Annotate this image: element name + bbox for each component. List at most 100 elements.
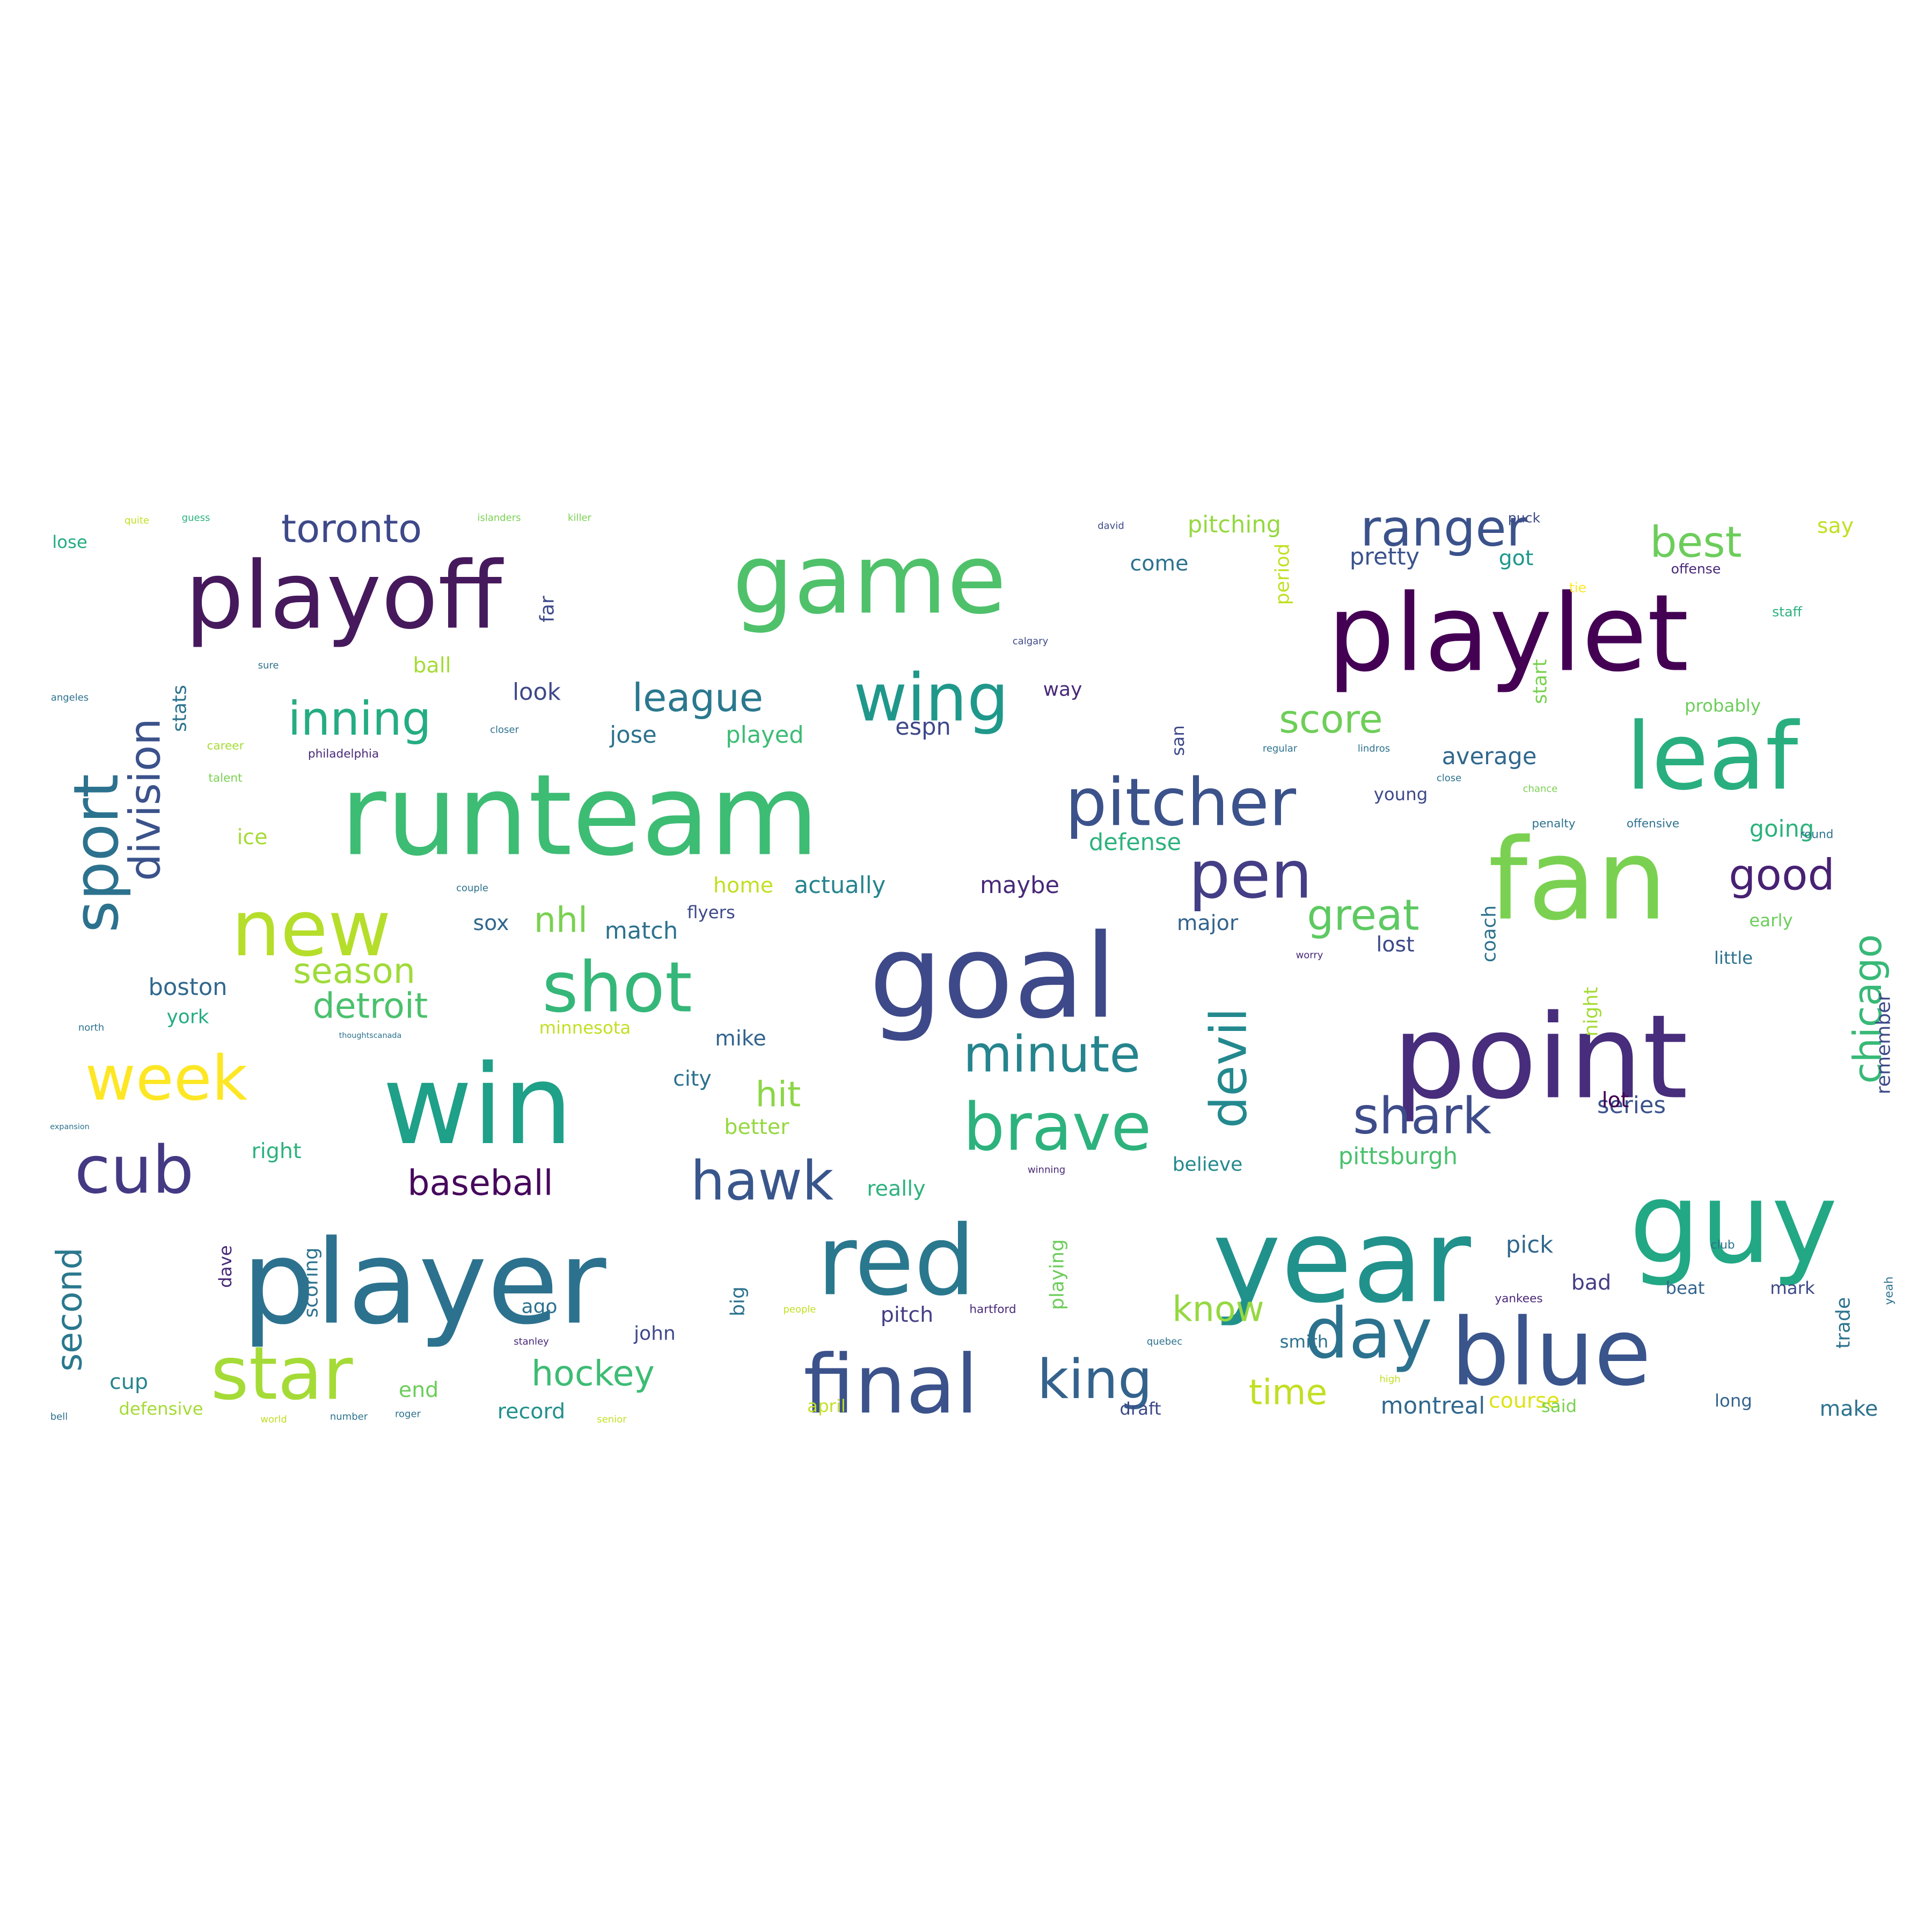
- word-couple: couple: [456, 883, 488, 894]
- word-series: series: [1597, 1092, 1666, 1119]
- word-roger: roger: [395, 1409, 421, 1420]
- word-winning: winning: [1028, 1165, 1065, 1176]
- word-smith: smith: [1280, 1331, 1329, 1352]
- word-average: average: [1442, 743, 1537, 770]
- word-league: league: [632, 675, 763, 720]
- word-pitching: pitching: [1188, 511, 1281, 538]
- word-playing: playing: [1046, 1239, 1069, 1310]
- word-senior: senior: [597, 1414, 627, 1425]
- word-right: right: [252, 1139, 302, 1163]
- word-guy: guy: [1629, 1159, 1838, 1289]
- word-john: john: [633, 1323, 676, 1345]
- word-look: look: [513, 679, 561, 706]
- word-minute: minute: [963, 1026, 1140, 1084]
- word-runteam: runteam: [340, 751, 819, 881]
- word-pretty: pretty: [1350, 544, 1419, 570]
- word-worry: worry: [1296, 950, 1323, 961]
- word-game: game: [733, 524, 1007, 636]
- word-ranger: ranger: [1360, 500, 1527, 558]
- word-got: got: [1499, 546, 1534, 570]
- word-goal: goal: [869, 910, 1117, 1044]
- word-start: start: [1529, 659, 1552, 704]
- word-make: make: [1820, 1396, 1878, 1421]
- word-tie: tie: [1569, 580, 1586, 596]
- word-probably: probably: [1685, 696, 1761, 716]
- word-angeles: angeles: [51, 692, 89, 704]
- word-great: great: [1307, 890, 1419, 940]
- word-red: red: [817, 1205, 975, 1318]
- word-world: world: [260, 1414, 287, 1425]
- word-number: number: [330, 1411, 368, 1423]
- word-hockey: hockey: [531, 1354, 655, 1394]
- word-philadelphia: philadelphia: [308, 748, 379, 761]
- word-stanley: stanley: [514, 1336, 549, 1348]
- word-better: better: [724, 1115, 789, 1139]
- word-close: close: [1437, 773, 1461, 784]
- word-played: played: [726, 722, 803, 749]
- word-beat: beat: [1665, 1278, 1704, 1298]
- word-home: home: [713, 873, 773, 898]
- word-playoff: playoff: [185, 542, 504, 650]
- word-period: period: [1272, 544, 1294, 605]
- word-ice: ice: [237, 825, 267, 850]
- word-inning: inning: [288, 692, 431, 746]
- word-pittsburgh: pittsburgh: [1338, 1143, 1458, 1170]
- word-big: big: [727, 1286, 749, 1316]
- word-new: new: [231, 883, 391, 974]
- word-chance: chance: [1523, 784, 1558, 795]
- word-april: april: [807, 1396, 846, 1416]
- word-division: division: [120, 718, 170, 881]
- word-baseball: baseball: [407, 1163, 553, 1204]
- word-young: young: [1374, 784, 1428, 804]
- word-regular: regular: [1263, 743, 1298, 755]
- word-draft: draft: [1119, 1399, 1161, 1419]
- word-player: player: [241, 1216, 606, 1350]
- word-fan: fan: [1488, 815, 1667, 946]
- word-wing: wing: [853, 660, 1008, 736]
- word-shot: shot: [542, 947, 692, 1028]
- word-match: match: [605, 918, 678, 945]
- word-espn: espn: [895, 714, 951, 741]
- word-hit: hit: [756, 1075, 801, 1115]
- word-club: club: [1710, 1239, 1735, 1252]
- word-closer: closer: [490, 724, 519, 736]
- word-jose: jose: [609, 722, 657, 749]
- word-minnesota: minnesota: [539, 1018, 631, 1038]
- word-guess: guess: [182, 513, 210, 524]
- word-leaf: leaf: [1626, 703, 1800, 811]
- word-season: season: [293, 952, 415, 992]
- word-little: little: [1714, 948, 1753, 968]
- word-mark: mark: [1770, 1278, 1815, 1298]
- word-night: night: [1580, 987, 1602, 1037]
- word-pick: pick: [1506, 1232, 1553, 1258]
- word-point: point: [1393, 990, 1688, 1125]
- word-win: win: [383, 1042, 573, 1169]
- word-second: second: [50, 1247, 90, 1371]
- word-king: king: [1037, 1348, 1152, 1411]
- word-week: week: [85, 1043, 248, 1115]
- word-dave: dave: [215, 1245, 236, 1288]
- word-people: people: [783, 1304, 816, 1315]
- word-lost: lost: [1376, 932, 1414, 957]
- word-thoughtscanada: thoughtscanada: [339, 1031, 402, 1040]
- word-score: score: [1279, 697, 1382, 742]
- word-hawk: hawk: [691, 1149, 834, 1212]
- word-boston: boston: [148, 974, 227, 1001]
- word-blue: blue: [1451, 1299, 1651, 1407]
- word-pen: pen: [1189, 837, 1313, 913]
- word-staff: staff: [1772, 604, 1802, 620]
- word-lose: lose: [52, 532, 87, 552]
- word-ball: ball: [413, 653, 451, 678]
- word-killer: killer: [568, 513, 592, 524]
- word-actually: actually: [794, 872, 886, 899]
- word-year: year: [1212, 1194, 1471, 1329]
- word-remember: remember: [1873, 993, 1895, 1094]
- word-puck: puck: [1508, 510, 1541, 526]
- word-know: know: [1172, 1290, 1264, 1330]
- word-say: say: [1817, 514, 1854, 538]
- word-far: far: [537, 596, 559, 623]
- word-sox: sox: [473, 911, 509, 935]
- word-montreal: montreal: [1381, 1393, 1485, 1419]
- word-round: round: [1800, 828, 1834, 841]
